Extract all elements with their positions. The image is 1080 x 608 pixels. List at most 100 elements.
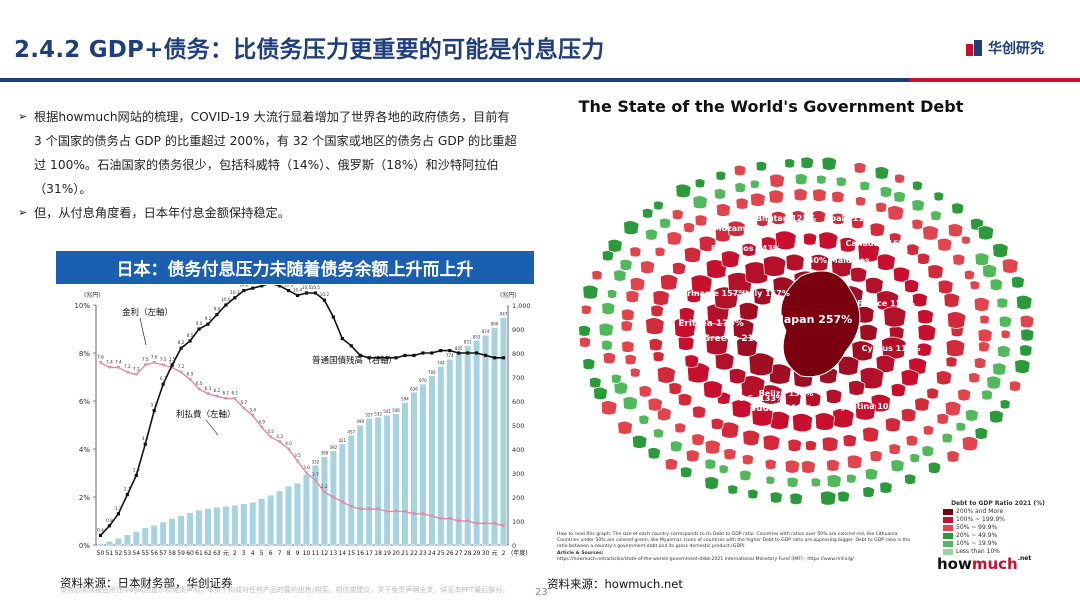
country-shape	[820, 490, 837, 506]
country-shape	[760, 236, 777, 251]
debt-bar-label: 636	[410, 386, 418, 391]
country-shape	[974, 427, 989, 440]
x-tick: 16	[356, 550, 364, 557]
country-shape	[751, 406, 774, 427]
country-shape	[826, 474, 842, 488]
country-shape	[916, 342, 933, 357]
interest-marker	[385, 356, 389, 360]
country-label: Italy 157%	[742, 289, 790, 298]
country-shape	[704, 476, 720, 490]
country-shape	[664, 458, 679, 471]
country-shape	[794, 173, 808, 186]
country-label: Canada 116%	[846, 239, 907, 248]
country-shape	[875, 201, 888, 213]
country-shape	[674, 422, 687, 434]
country-shape	[804, 440, 818, 452]
country-shape	[733, 164, 747, 177]
debt-bar	[410, 392, 418, 546]
rate-marker	[438, 517, 443, 521]
series-point-label: 10.3	[230, 290, 240, 295]
country-shape	[685, 449, 700, 463]
x-tick: 2	[502, 550, 506, 557]
debt-bar-label: 874	[482, 329, 490, 334]
page-title: 2.4.2 GDP+债务：比债务压力更重要的可能是付息压力	[14, 37, 605, 63]
annotation-interest: 利払費（左軸）	[176, 409, 236, 420]
howmuch-brand: howmuch.net	[937, 555, 1031, 573]
country-shape	[973, 297, 990, 312]
rate-marker	[152, 361, 157, 365]
bullet-item: ➢ 根据howmuch网站的梳理，COVID-19 大流行显着增加了世界各地的政…	[18, 105, 518, 201]
country-shape	[945, 356, 958, 368]
country-shape	[911, 218, 924, 230]
legend-row: 10% ~ 19.9%	[943, 540, 1053, 547]
disclaimer: 请务必阅读报告附注中的风险提示和免责声明，本页不构成对任何产品的要约出售/购买。…	[60, 586, 510, 594]
country-shape	[640, 260, 656, 275]
x-tick: 60	[186, 550, 194, 557]
country-shape	[914, 397, 930, 412]
country-shape	[602, 352, 617, 365]
interest-marker	[492, 356, 497, 360]
country-shape	[727, 220, 746, 237]
series-point-label: 10.5	[302, 285, 312, 290]
country-shape	[1001, 258, 1019, 274]
debt-bar-label: 705	[428, 370, 436, 375]
x-tick: 24	[428, 550, 436, 557]
interest-marker	[313, 291, 318, 295]
debt-bar	[473, 340, 481, 546]
country-shape	[862, 426, 880, 443]
rate-marker	[143, 363, 148, 367]
country-shape	[887, 205, 905, 221]
country-shape	[580, 304, 592, 315]
series-point-label: 5.7	[240, 400, 247, 405]
series-point-label: 3.5	[294, 453, 301, 458]
brand-part-b: much	[971, 555, 1018, 573]
country-shape	[859, 367, 885, 390]
x-tick: 18	[374, 550, 382, 557]
country-shape	[884, 417, 902, 433]
country-shape	[1000, 329, 1011, 339]
country-shape	[720, 250, 740, 268]
debt-bar	[303, 473, 310, 546]
legend-swatch	[943, 540, 953, 547]
country-shape	[765, 475, 776, 485]
series-point-label: 9.0	[196, 321, 203, 326]
country-shape	[842, 434, 857, 448]
country-shape	[862, 486, 875, 498]
country-shape	[888, 443, 902, 455]
country-shape	[909, 453, 921, 464]
country-shape	[943, 292, 961, 308]
series-point-label: 5.4	[249, 407, 256, 412]
country-shape	[629, 246, 642, 258]
world-debt-infographic: The State of the World's Government Debt…	[551, 91, 1062, 578]
interest-marker	[215, 313, 219, 317]
country-shape	[654, 246, 666, 257]
debt-bar	[267, 495, 275, 546]
country-shape	[905, 434, 919, 447]
x-tick: 25	[437, 550, 445, 557]
x-tick: 27	[455, 550, 463, 557]
interest-marker	[457, 351, 461, 355]
interest-marker	[421, 351, 425, 355]
series-point-label: 1.3	[115, 506, 122, 511]
legend-swatch	[943, 516, 953, 523]
country-shape	[668, 382, 683, 395]
rate-marker	[349, 505, 354, 509]
country-shape	[601, 250, 615, 262]
legend-row: 100% ~ 199.9%	[943, 516, 1053, 523]
country-shape	[869, 222, 886, 237]
rate-marker	[313, 478, 318, 482]
country-shape	[647, 397, 663, 412]
series-point-label: 10.6	[284, 285, 294, 288]
interest-marker	[430, 351, 434, 355]
country-shape	[734, 182, 747, 193]
x-tick: 57	[159, 550, 167, 557]
rate-marker	[295, 459, 300, 463]
rate-marker	[340, 500, 345, 504]
country-shape	[809, 254, 830, 272]
y-left-tick: 4%	[79, 446, 90, 454]
country-shape	[883, 306, 907, 328]
debt-bar	[338, 443, 346, 546]
rate-marker	[259, 425, 264, 430]
interest-marker	[394, 356, 398, 360]
series-point-label: 6.3	[205, 386, 212, 391]
